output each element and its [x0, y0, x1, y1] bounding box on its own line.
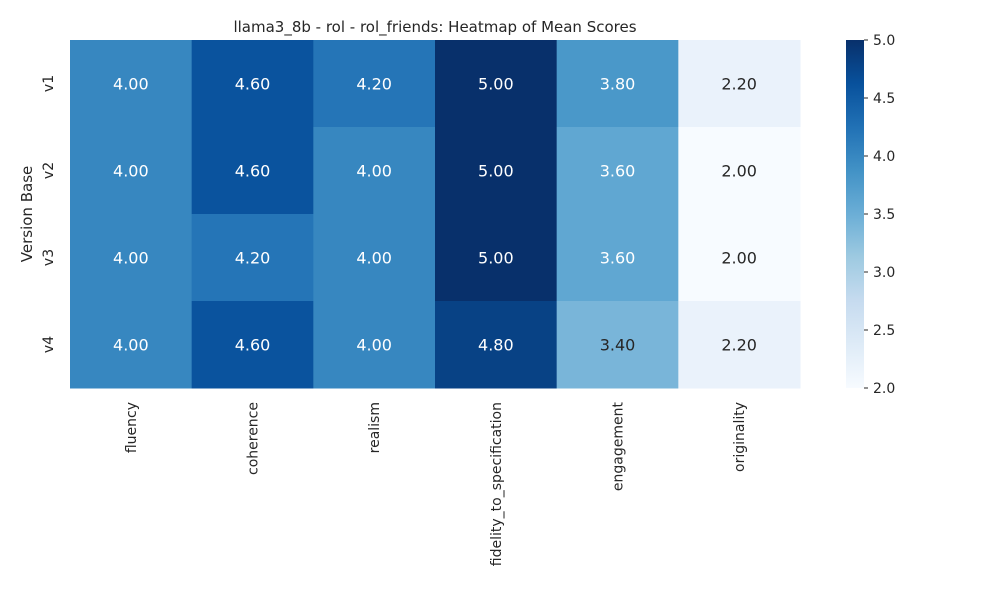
colorbar-tick-label: 2.0 [873, 381, 895, 397]
colorbar-tick-label: 5.0 [873, 33, 895, 49]
heatmap-cell-label: 4.20 [235, 249, 271, 268]
heatmap-cell-label: 2.20 [721, 75, 757, 94]
heatmap-cell-label: 2.20 [721, 336, 757, 355]
heatmap-cell [191, 127, 314, 215]
heatmap-cell-label: 2.00 [721, 162, 757, 181]
chart-title: llama3_8b - rol - rol_friends: Heatmap o… [233, 18, 636, 37]
heatmap-cell [435, 127, 558, 215]
heatmap-cell-label: 4.00 [113, 249, 149, 268]
heatmap-cell-label: 4.60 [235, 336, 271, 355]
heatmap-cell [556, 301, 679, 389]
heatmap-cell [678, 127, 801, 215]
heatmap-cell [678, 40, 801, 128]
heatmap-cell-label: 4.00 [356, 336, 392, 355]
heatmap-cells [70, 40, 801, 389]
heatmap-cell-label: 5.00 [478, 162, 514, 181]
colorbar-tick-label: 2.5 [873, 323, 895, 339]
heatmap-cell-label: 5.00 [478, 75, 514, 94]
heatmap-cell [435, 214, 558, 302]
heatmap-cell [313, 301, 436, 389]
heatmap-cell-label: 3.60 [600, 249, 636, 268]
heatmap-cell [70, 214, 193, 302]
heatmap-cell [313, 127, 436, 215]
heatmap-cell [191, 301, 314, 389]
heatmap-cell-label: 4.80 [478, 336, 514, 355]
heatmap-cell-label: 3.40 [600, 336, 636, 355]
heatmap-cell [556, 214, 679, 302]
heatmap-cell [678, 214, 801, 302]
x-tick-label: fidelity_to_specification [489, 402, 505, 566]
x-tick-label: fluency [124, 402, 140, 453]
heatmap-cell [313, 214, 436, 302]
colorbar-tick-label: 3.0 [873, 265, 895, 281]
heatmap-cell-label: 4.00 [113, 162, 149, 181]
heatmap-cell-label: 3.80 [600, 75, 636, 94]
heatmap-cell-label: 4.60 [235, 162, 271, 181]
heatmap-cell-labels: 4.00 4.60 4.20 5.00 3.80 2.20 4.00 4.60 4.00 5.00… [113, 75, 757, 355]
y-tick-labels: v1 v2 v3 v4 [41, 75, 57, 353]
heatmap-cell-label: 4.00 [113, 75, 149, 94]
y-tick-label: v1 [41, 75, 57, 92]
colorbar-tick-label: 4.0 [873, 149, 895, 165]
x-tick-label: engagement [611, 402, 627, 492]
heatmap-cell-label: 4.60 [235, 75, 271, 94]
heatmap-cell-label: 2.00 [721, 249, 757, 268]
heatmap-cell [313, 40, 436, 128]
heatmap-cell-label: 3.60 [600, 162, 636, 181]
heatmap-cell [70, 301, 193, 389]
colorbar-gradient [846, 40, 864, 388]
y-tick-label: v2 [41, 162, 57, 179]
heatmap-cell [556, 40, 679, 128]
x-tick-label: coherence [246, 402, 262, 475]
colorbar-tick-label: 4.5 [873, 91, 895, 107]
heatmap-cell [191, 214, 314, 302]
y-axis-label: Version Base [18, 166, 36, 262]
heatmap-cell-label: 4.00 [356, 249, 392, 268]
heatmap-cell [70, 127, 193, 215]
heatmap-cell [435, 40, 558, 128]
x-tick-label: originality [732, 402, 748, 472]
heatmap-cell-label: 4.00 [356, 162, 392, 181]
heatmap-cell-label: 5.00 [478, 249, 514, 268]
heatmap-cell [435, 301, 558, 389]
y-tick-label: v4 [41, 336, 57, 353]
heatmap-cell [556, 127, 679, 215]
colorbar: 2.0 2.5 3.0 3.5 4.0 4.5 5.0 [846, 33, 895, 397]
heatmap-cell [191, 40, 314, 128]
heatmap-cell [678, 301, 801, 389]
y-tick-label: v3 [41, 249, 57, 266]
colorbar-tick-label: 3.5 [873, 207, 895, 223]
heatmap-cell-label: 4.20 [356, 75, 392, 94]
heatmap-cell-label: 4.00 [113, 336, 149, 355]
x-tick-labels: fluency coherence realism fidelity_to_speci… [124, 402, 748, 567]
x-tick-label: realism [367, 402, 383, 453]
heatmap-cell [70, 40, 193, 128]
